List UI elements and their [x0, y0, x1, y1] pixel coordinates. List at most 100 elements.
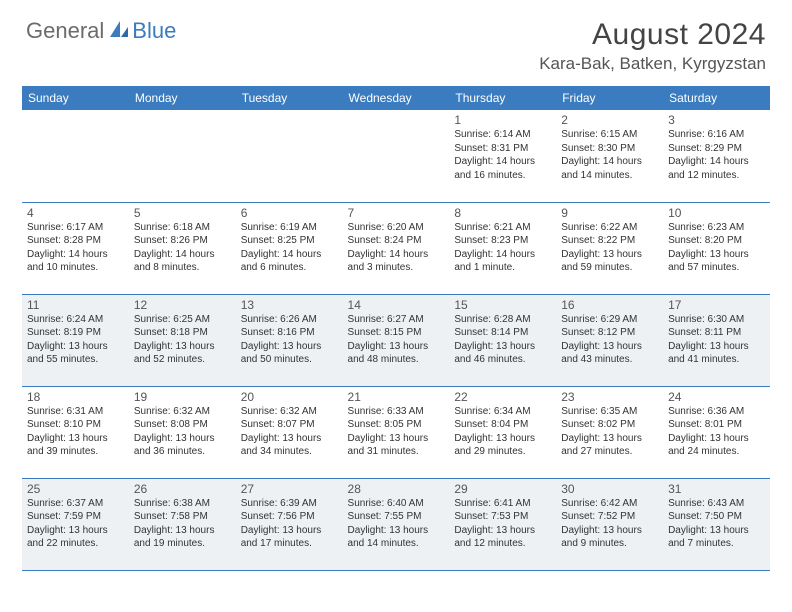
sunset-text: Sunset: 8:28 PM [27, 234, 124, 248]
daylight-text: Daylight: 13 hours and 14 minutes. [348, 524, 445, 551]
day-info: Sunrise: 6:32 AMSunset: 8:07 PMDaylight:… [241, 405, 338, 459]
header: General Blue August 2024 Kara-Bak, Batke… [0, 0, 792, 80]
day-number: 3 [668, 113, 765, 127]
calendar-cell: 22Sunrise: 6:34 AMSunset: 8:04 PMDayligh… [449, 386, 556, 478]
sunset-text: Sunset: 8:29 PM [668, 142, 765, 156]
day-number: 21 [348, 390, 445, 404]
calendar-cell: 12Sunrise: 6:25 AMSunset: 8:18 PMDayligh… [129, 294, 236, 386]
daylight-text: Daylight: 13 hours and 36 minutes. [134, 432, 231, 459]
day-info: Sunrise: 6:21 AMSunset: 8:23 PMDaylight:… [454, 221, 551, 275]
day-info: Sunrise: 6:42 AMSunset: 7:52 PMDaylight:… [561, 497, 658, 551]
daylight-text: Daylight: 13 hours and 59 minutes. [561, 248, 658, 275]
day-info: Sunrise: 6:23 AMSunset: 8:20 PMDaylight:… [668, 221, 765, 275]
day-number: 18 [27, 390, 124, 404]
sunset-text: Sunset: 8:19 PM [27, 326, 124, 340]
calendar-cell: 26Sunrise: 6:38 AMSunset: 7:58 PMDayligh… [129, 478, 236, 570]
logo-text-blue: Blue [132, 18, 176, 44]
sunrise-text: Sunrise: 6:28 AM [454, 313, 551, 327]
day-number: 15 [454, 298, 551, 312]
day-header: Saturday [663, 86, 770, 110]
sunrise-text: Sunrise: 6:32 AM [241, 405, 338, 419]
calendar-cell: 21Sunrise: 6:33 AMSunset: 8:05 PMDayligh… [343, 386, 450, 478]
day-header: Wednesday [343, 86, 450, 110]
daylight-text: Daylight: 13 hours and 48 minutes. [348, 340, 445, 367]
daylight-text: Daylight: 13 hours and 17 minutes. [241, 524, 338, 551]
day-number: 28 [348, 482, 445, 496]
day-header: Thursday [449, 86, 556, 110]
sunset-text: Sunset: 8:07 PM [241, 418, 338, 432]
sunset-text: Sunset: 8:04 PM [454, 418, 551, 432]
day-info: Sunrise: 6:31 AMSunset: 8:10 PMDaylight:… [27, 405, 124, 459]
daylight-text: Daylight: 13 hours and 55 minutes. [27, 340, 124, 367]
calendar-cell [22, 110, 129, 202]
daylight-text: Daylight: 13 hours and 39 minutes. [27, 432, 124, 459]
day-info: Sunrise: 6:37 AMSunset: 7:59 PMDaylight:… [27, 497, 124, 551]
calendar-cell: 25Sunrise: 6:37 AMSunset: 7:59 PMDayligh… [22, 478, 129, 570]
calendar-cell: 24Sunrise: 6:36 AMSunset: 8:01 PMDayligh… [663, 386, 770, 478]
calendar-cell: 28Sunrise: 6:40 AMSunset: 7:55 PMDayligh… [343, 478, 450, 570]
day-info: Sunrise: 6:26 AMSunset: 8:16 PMDaylight:… [241, 313, 338, 367]
day-info: Sunrise: 6:15 AMSunset: 8:30 PMDaylight:… [561, 128, 658, 182]
sunrise-text: Sunrise: 6:20 AM [348, 221, 445, 235]
day-number: 16 [561, 298, 658, 312]
calendar-cell: 20Sunrise: 6:32 AMSunset: 8:07 PMDayligh… [236, 386, 343, 478]
calendar-cell: 15Sunrise: 6:28 AMSunset: 8:14 PMDayligh… [449, 294, 556, 386]
logo-text-general: General [26, 18, 104, 44]
day-info: Sunrise: 6:25 AMSunset: 8:18 PMDaylight:… [134, 313, 231, 367]
calendar-cell: 10Sunrise: 6:23 AMSunset: 8:20 PMDayligh… [663, 202, 770, 294]
calendar-cell: 27Sunrise: 6:39 AMSunset: 7:56 PMDayligh… [236, 478, 343, 570]
day-number: 11 [27, 298, 124, 312]
day-header: Sunday [22, 86, 129, 110]
sunset-text: Sunset: 8:02 PM [561, 418, 658, 432]
sunset-text: Sunset: 8:20 PM [668, 234, 765, 248]
day-info: Sunrise: 6:20 AMSunset: 8:24 PMDaylight:… [348, 221, 445, 275]
day-header: Tuesday [236, 86, 343, 110]
sunset-text: Sunset: 8:11 PM [668, 326, 765, 340]
sunset-text: Sunset: 8:15 PM [348, 326, 445, 340]
sunrise-text: Sunrise: 6:38 AM [134, 497, 231, 511]
sunset-text: Sunset: 8:08 PM [134, 418, 231, 432]
sunrise-text: Sunrise: 6:15 AM [561, 128, 658, 142]
calendar-cell [236, 110, 343, 202]
daylight-text: Daylight: 13 hours and 43 minutes. [561, 340, 658, 367]
calendar-cell: 30Sunrise: 6:42 AMSunset: 7:52 PMDayligh… [556, 478, 663, 570]
daylight-text: Daylight: 13 hours and 34 minutes. [241, 432, 338, 459]
sunrise-text: Sunrise: 6:34 AM [454, 405, 551, 419]
sunrise-text: Sunrise: 6:35 AM [561, 405, 658, 419]
sunrise-text: Sunrise: 6:19 AM [241, 221, 338, 235]
calendar-cell: 8Sunrise: 6:21 AMSunset: 8:23 PMDaylight… [449, 202, 556, 294]
daylight-text: Daylight: 13 hours and 29 minutes. [454, 432, 551, 459]
calendar-row: 11Sunrise: 6:24 AMSunset: 8:19 PMDayligh… [22, 294, 770, 386]
sunset-text: Sunset: 8:26 PM [134, 234, 231, 248]
calendar-row: 25Sunrise: 6:37 AMSunset: 7:59 PMDayligh… [22, 478, 770, 570]
day-info: Sunrise: 6:40 AMSunset: 7:55 PMDaylight:… [348, 497, 445, 551]
day-info: Sunrise: 6:19 AMSunset: 8:25 PMDaylight:… [241, 221, 338, 275]
sunset-text: Sunset: 8:24 PM [348, 234, 445, 248]
calendar-cell: 19Sunrise: 6:32 AMSunset: 8:08 PMDayligh… [129, 386, 236, 478]
day-info: Sunrise: 6:38 AMSunset: 7:58 PMDaylight:… [134, 497, 231, 551]
sunset-text: Sunset: 7:50 PM [668, 510, 765, 524]
day-number: 8 [454, 206, 551, 220]
sunrise-text: Sunrise: 6:42 AM [561, 497, 658, 511]
sunrise-text: Sunrise: 6:31 AM [27, 405, 124, 419]
sunset-text: Sunset: 8:30 PM [561, 142, 658, 156]
daylight-text: Daylight: 13 hours and 9 minutes. [561, 524, 658, 551]
month-title: August 2024 [539, 18, 766, 52]
day-number: 31 [668, 482, 765, 496]
day-number: 12 [134, 298, 231, 312]
sunrise-text: Sunrise: 6:33 AM [348, 405, 445, 419]
day-info: Sunrise: 6:14 AMSunset: 8:31 PMDaylight:… [454, 128, 551, 182]
day-number: 29 [454, 482, 551, 496]
day-info: Sunrise: 6:28 AMSunset: 8:14 PMDaylight:… [454, 313, 551, 367]
day-number: 22 [454, 390, 551, 404]
calendar-cell [129, 110, 236, 202]
calendar-row: 1Sunrise: 6:14 AMSunset: 8:31 PMDaylight… [22, 110, 770, 202]
calendar-cell: 16Sunrise: 6:29 AMSunset: 8:12 PMDayligh… [556, 294, 663, 386]
day-info: Sunrise: 6:33 AMSunset: 8:05 PMDaylight:… [348, 405, 445, 459]
day-header: Monday [129, 86, 236, 110]
sunset-text: Sunset: 8:10 PM [27, 418, 124, 432]
day-number: 6 [241, 206, 338, 220]
daylight-text: Daylight: 13 hours and 22 minutes. [27, 524, 124, 551]
calendar-cell: 7Sunrise: 6:20 AMSunset: 8:24 PMDaylight… [343, 202, 450, 294]
sunrise-text: Sunrise: 6:37 AM [27, 497, 124, 511]
